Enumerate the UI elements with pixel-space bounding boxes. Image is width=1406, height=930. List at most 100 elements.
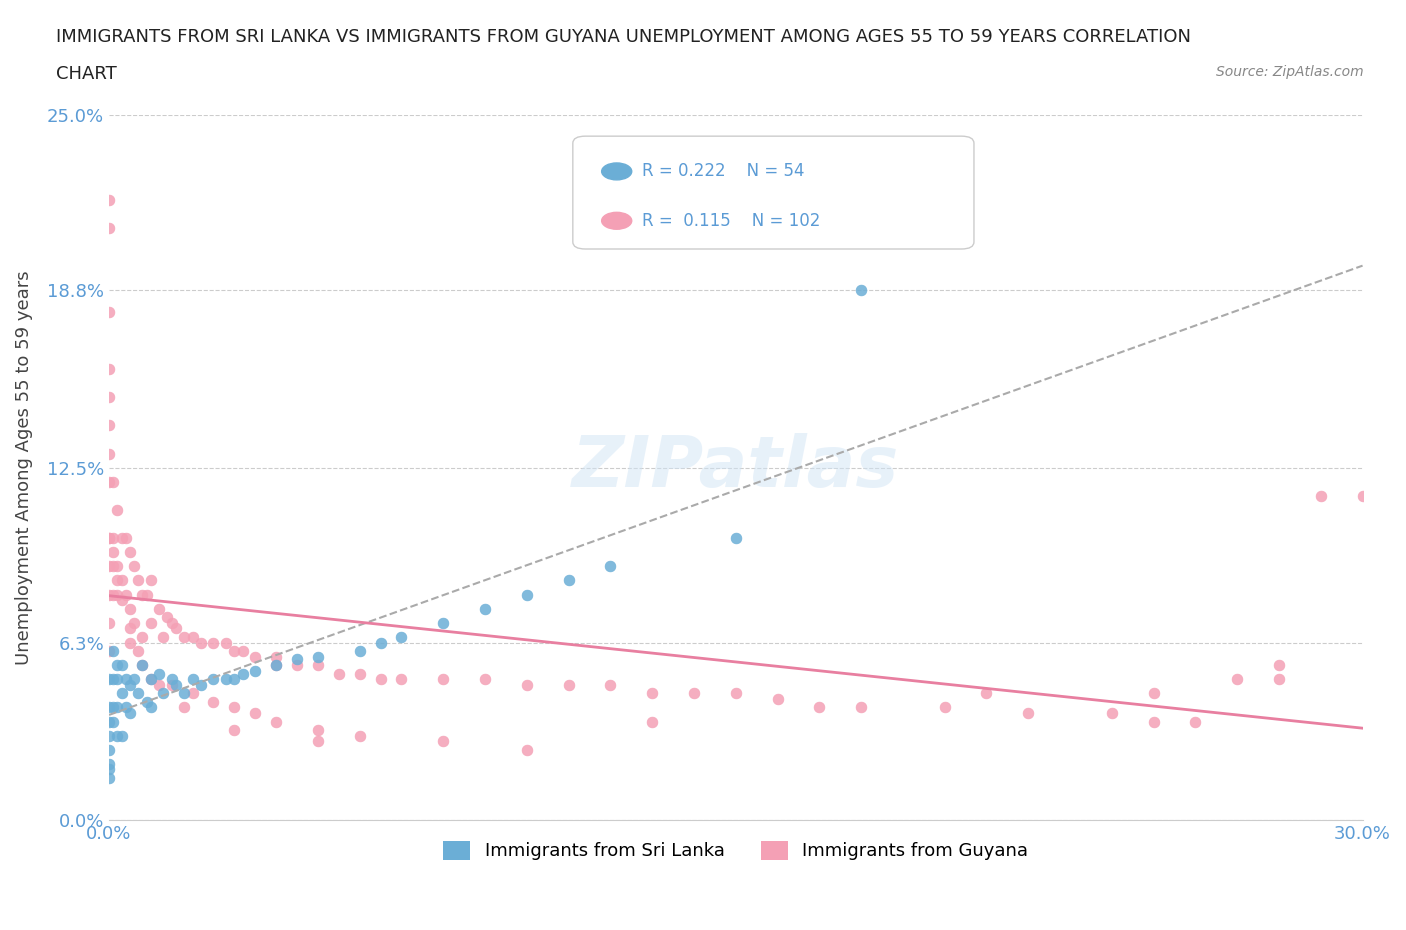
Point	[160, 677, 183, 692]
Point	[98, 587, 121, 602]
Point	[1143, 685, 1166, 700]
Point	[105, 700, 128, 715]
Point	[370, 671, 392, 686]
Point	[118, 621, 141, 636]
Point	[224, 723, 246, 737]
Point	[152, 630, 174, 644]
Point	[139, 671, 162, 686]
Point	[349, 644, 371, 658]
Point	[114, 531, 136, 546]
Point	[849, 700, 872, 715]
Point	[232, 666, 254, 681]
Legend: Immigrants from Sri Lanka, Immigrants from Guyana: Immigrants from Sri Lanka, Immigrants fr…	[436, 834, 1036, 868]
Point	[127, 685, 149, 700]
Point	[181, 630, 204, 644]
Point	[224, 700, 246, 715]
Point	[131, 658, 153, 672]
Point	[173, 700, 195, 715]
Point	[724, 685, 747, 700]
Point	[101, 545, 124, 560]
Point	[105, 502, 128, 517]
Point	[98, 770, 121, 785]
Point	[98, 531, 121, 546]
Point	[98, 742, 121, 757]
Point	[165, 621, 187, 636]
Text: ZIPatlas: ZIPatlas	[572, 433, 900, 502]
Point	[110, 592, 132, 607]
Point	[224, 671, 246, 686]
Point	[139, 671, 162, 686]
Point	[152, 685, 174, 700]
Point	[307, 658, 329, 672]
Y-axis label: Unemployment Among Ages 55 to 59 years: Unemployment Among Ages 55 to 59 years	[15, 271, 32, 665]
Point	[127, 573, 149, 588]
Point	[105, 728, 128, 743]
Point	[105, 658, 128, 672]
Point	[264, 714, 287, 729]
Point	[1351, 488, 1374, 503]
Point	[285, 652, 308, 667]
Point	[165, 677, 187, 692]
Point	[1226, 671, 1249, 686]
Point	[118, 545, 141, 560]
Point	[114, 700, 136, 715]
Point	[118, 635, 141, 650]
Point	[1309, 488, 1331, 503]
Point	[307, 723, 329, 737]
Point	[641, 685, 664, 700]
Point	[101, 644, 124, 658]
Point	[98, 305, 121, 320]
Point	[202, 671, 225, 686]
Point	[432, 671, 454, 686]
Point	[264, 649, 287, 664]
Point	[307, 734, 329, 749]
Point	[98, 559, 121, 574]
Point	[118, 677, 141, 692]
Circle shape	[602, 212, 631, 230]
Point	[98, 714, 121, 729]
Point	[122, 559, 145, 574]
Point	[190, 635, 212, 650]
Point	[131, 658, 153, 672]
Point	[148, 601, 170, 616]
Point	[516, 677, 538, 692]
Point	[139, 616, 162, 631]
Point	[160, 616, 183, 631]
Point	[148, 677, 170, 692]
Point	[370, 635, 392, 650]
Point	[391, 630, 413, 644]
Point	[215, 635, 238, 650]
Point	[148, 666, 170, 681]
Point	[131, 630, 153, 644]
Point	[328, 666, 350, 681]
Point	[105, 587, 128, 602]
Point	[98, 644, 121, 658]
Point	[101, 714, 124, 729]
Point	[98, 474, 121, 489]
Point	[516, 587, 538, 602]
Point	[122, 671, 145, 686]
Point	[101, 531, 124, 546]
Point	[1101, 706, 1123, 721]
Point	[849, 283, 872, 298]
Point	[766, 692, 789, 707]
Point	[181, 685, 204, 700]
Point	[139, 700, 162, 715]
Point	[98, 193, 121, 207]
Point	[349, 728, 371, 743]
Text: R = 0.222    N = 54: R = 0.222 N = 54	[641, 163, 804, 180]
Point	[135, 587, 157, 602]
Point	[98, 671, 121, 686]
Point	[1184, 714, 1206, 729]
Point	[1017, 706, 1039, 721]
FancyBboxPatch shape	[572, 136, 974, 249]
Point	[173, 685, 195, 700]
Text: IMMIGRANTS FROM SRI LANKA VS IMMIGRANTS FROM GUYANA UNEMPLOYMENT AMONG AGES 55 T: IMMIGRANTS FROM SRI LANKA VS IMMIGRANTS …	[56, 28, 1191, 46]
Point	[160, 671, 183, 686]
Point	[307, 649, 329, 664]
Point	[127, 644, 149, 658]
Text: R =  0.115    N = 102: R = 0.115 N = 102	[641, 212, 820, 230]
Point	[98, 728, 121, 743]
Point	[1143, 714, 1166, 729]
Point	[98, 362, 121, 377]
